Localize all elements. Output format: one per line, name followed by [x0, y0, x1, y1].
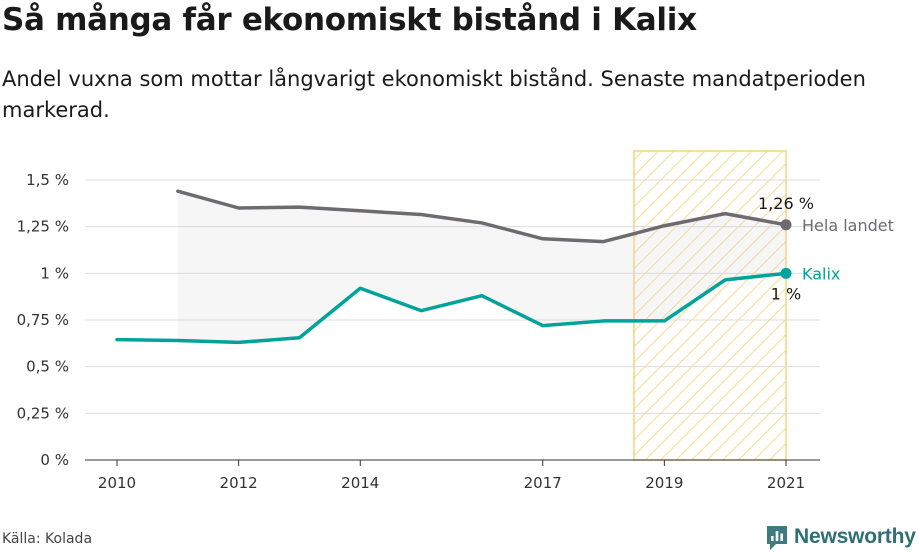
x-tick-label: 2010: [98, 474, 136, 492]
y-tick-label: 0,75 %: [17, 311, 69, 329]
series-name-label: Hela landet: [802, 216, 894, 235]
series-name-label: Kalix: [802, 264, 840, 283]
y-tick-label: 1,25 %: [17, 218, 69, 236]
brand-name: Newsworthy: [794, 525, 916, 548]
series-line-kalix: [115, 271, 788, 345]
between-series-area: [177, 191, 786, 343]
series-end-value-label: 1,26 %: [758, 194, 814, 213]
chart-subtitle: Andel vuxna som mottar långvarigt ekonom…: [2, 67, 866, 122]
y-tick-label: 0,25 %: [17, 404, 69, 422]
series-end-point-kalix: [780, 267, 792, 279]
y-tick-label: 0,5 %: [26, 358, 69, 376]
series-line-hela-landet: [176, 189, 788, 244]
y-tick-label: 1 %: [40, 264, 69, 282]
x-tick-label: 2012: [220, 474, 258, 492]
y-tick-label: 0 %: [40, 451, 69, 469]
x-tick-label: 2019: [645, 474, 683, 492]
x-tick-label: 2021: [767, 474, 805, 492]
y-tick-label: 1,5 %: [26, 171, 69, 189]
highlight-period: [633, 150, 787, 461]
newsworthy-logo-icon: [767, 525, 787, 550]
series-end-value-label: 1 %: [771, 284, 801, 303]
brand-logo: Newsworthy: [765, 522, 916, 552]
source-note: Källa: Kolada: [2, 531, 93, 547]
x-tick-label: 2017: [524, 474, 562, 492]
chart-title: Så många får ekonomiskt bistånd i Kalix: [2, 2, 697, 38]
x-tick-label: 2014: [341, 474, 379, 492]
series-end-point-hela-landet: [780, 219, 792, 231]
